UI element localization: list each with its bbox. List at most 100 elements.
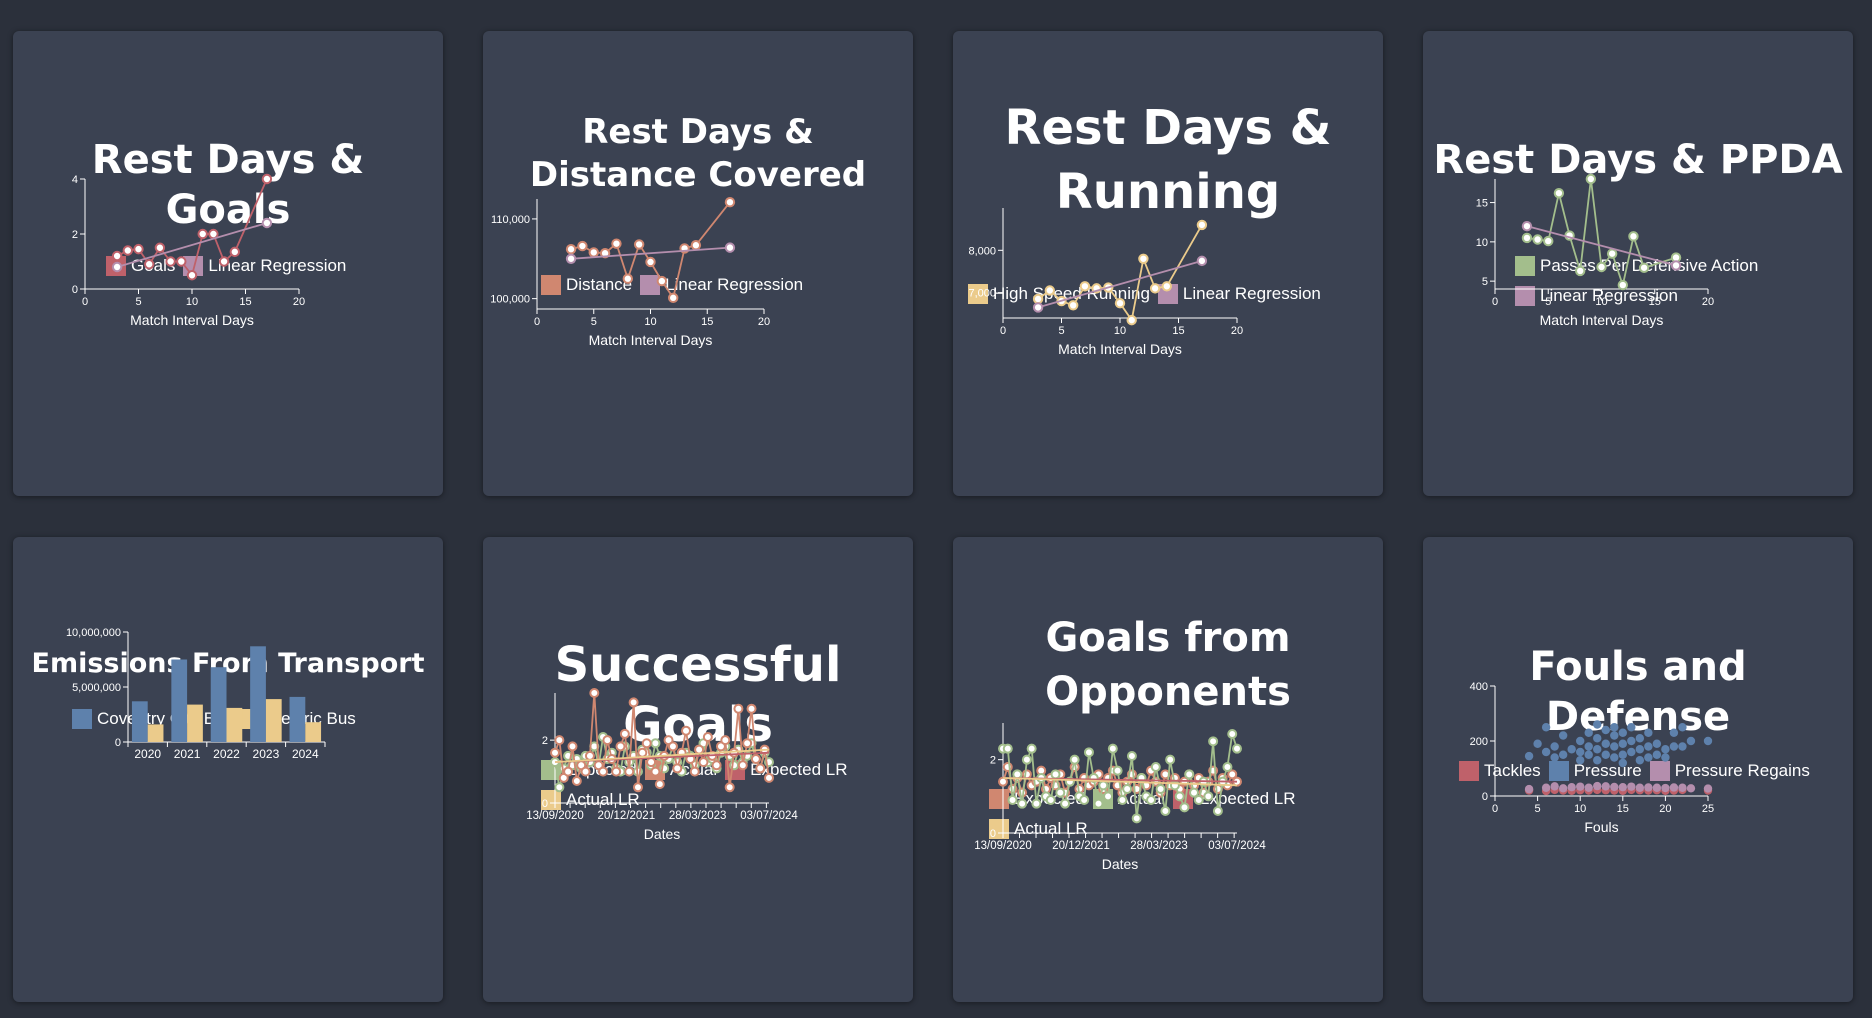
bar: [171, 659, 188, 742]
line-chart: 7,000 8,000 0 5 10 15 20 Match Interval Days: [968, 208, 1243, 357]
scatter-point: [1652, 739, 1662, 748]
scatter-point: [1669, 728, 1679, 737]
legend-swatch: [541, 789, 561, 810]
y-tick-label: 5,000,000: [72, 682, 121, 694]
x-tick-label: 20: [293, 296, 305, 308]
legend-label: Linear Regression: [1540, 285, 1678, 305]
y-tick-label: 0: [1482, 791, 1488, 803]
data-point: [737, 760, 748, 771]
data-point: [1122, 784, 1133, 794]
x-axis-label: Match Interval Days: [589, 332, 713, 348]
data-point: [1179, 802, 1190, 813]
x-tick-label: 15: [1617, 803, 1629, 815]
data-point: [1575, 265, 1586, 277]
data-point: [1160, 806, 1171, 816]
x-tick-label: 0: [1492, 296, 1498, 308]
scatter-point: [1601, 782, 1610, 791]
bar: [289, 696, 306, 742]
data-point: [577, 240, 588, 252]
x-tick-label: 15: [1649, 296, 1661, 308]
data-point: [1638, 262, 1650, 273]
data-point: [122, 245, 134, 256]
data-point: [681, 725, 692, 736]
series-line: [1002, 777, 1238, 787]
data-point: [1532, 234, 1543, 245]
scatter-point: [1524, 784, 1534, 794]
x-tick-label: 20/12/2021: [1052, 840, 1110, 852]
scatter-point: [1550, 782, 1559, 791]
x-tick-label: 5: [1535, 803, 1541, 815]
data-point: [571, 776, 582, 786]
data-point: [1585, 173, 1597, 185]
data-point: [165, 256, 176, 267]
data-point: [711, 760, 722, 771]
scatter-point: [1610, 731, 1619, 740]
data-point: [1174, 791, 1185, 802]
bar: [210, 667, 227, 742]
bar: [147, 724, 164, 742]
y-tick-label: 0: [542, 798, 548, 810]
card-title: Fouls and Defense: [1529, 644, 1747, 740]
data-point: [650, 766, 661, 777]
legend-item-tackles: Tackles: [1459, 760, 1541, 781]
data-point: [672, 763, 683, 774]
data-point: [1227, 729, 1238, 739]
x-tick-label: 15: [1172, 325, 1184, 337]
y-tick-label: 100,000: [490, 294, 530, 306]
scatter-point: [1652, 783, 1662, 792]
scatter-point: [1661, 753, 1670, 762]
data-point: [1184, 769, 1195, 780]
y-tick-label: 4: [72, 174, 78, 186]
card-title: Goals from Opponents: [1045, 615, 1291, 715]
legend-swatch: [640, 274, 661, 295]
x-tick-label: 13/09/2020: [974, 840, 1032, 852]
data-point: [111, 250, 123, 262]
chart-card-rest-ppda: Rest Days & PPDA Passes Per Defensive Ac…: [1423, 31, 1853, 496]
data-point: [1107, 743, 1118, 754]
scatter-point: [1618, 783, 1627, 792]
data-point: [554, 782, 565, 793]
line-chart: 0 2 13/09/2020 20/12/2021 28/03/2023 03/07/20…: [974, 723, 1266, 872]
legend-label: Expected LR: [1198, 788, 1296, 808]
x-tick-label: 03/07/2024: [740, 810, 798, 822]
scatter-point: [1678, 723, 1687, 732]
legend-label: Passes Per Defensive Action: [1540, 255, 1759, 275]
x-tick-label: 20: [1659, 803, 1671, 815]
legend-swatch: [1459, 760, 1479, 781]
scatter-point: [1567, 783, 1576, 792]
data-point: [602, 735, 613, 746]
legend-label: Linear Regression: [1182, 283, 1321, 303]
data-point: [1146, 795, 1157, 805]
series-line: [554, 692, 770, 788]
legend-swatch: [1649, 760, 1670, 781]
x-tick-label: 5: [591, 316, 597, 328]
scatter-point: [1618, 750, 1627, 759]
data-point: [599, 248, 611, 259]
data-point: [584, 750, 595, 761]
series-line: [1037, 260, 1203, 309]
scatter-point: [1652, 750, 1662, 759]
y-tick-label: 400: [1470, 681, 1488, 693]
data-point: [218, 256, 230, 267]
data-point: [565, 244, 577, 255]
line-chart: 0 2 4 0 5 10 15 20 Match Interval Days: [72, 173, 305, 328]
y-tick-label: 2: [542, 735, 548, 747]
scatter-point: [1567, 745, 1576, 754]
x-tick-label: 20: [1702, 296, 1714, 308]
scatter-point: [1593, 720, 1602, 729]
data-point: [1068, 300, 1079, 311]
x-tick-label: 2024: [292, 747, 319, 761]
data-point: [144, 259, 155, 270]
data-point: [656, 275, 668, 287]
scatter-point: [1618, 739, 1627, 748]
scatter-point: [1576, 736, 1585, 746]
y-tick-label: 2: [72, 229, 78, 241]
data-point: [563, 766, 574, 777]
scatter-point: [1686, 736, 1696, 746]
data-point: [724, 196, 736, 208]
data-point: [1103, 791, 1114, 802]
data-point: [611, 766, 622, 777]
data-point: [624, 766, 635, 777]
chart-card-rest-running: Rest Days & Running High Speed Running L…: [953, 31, 1383, 496]
